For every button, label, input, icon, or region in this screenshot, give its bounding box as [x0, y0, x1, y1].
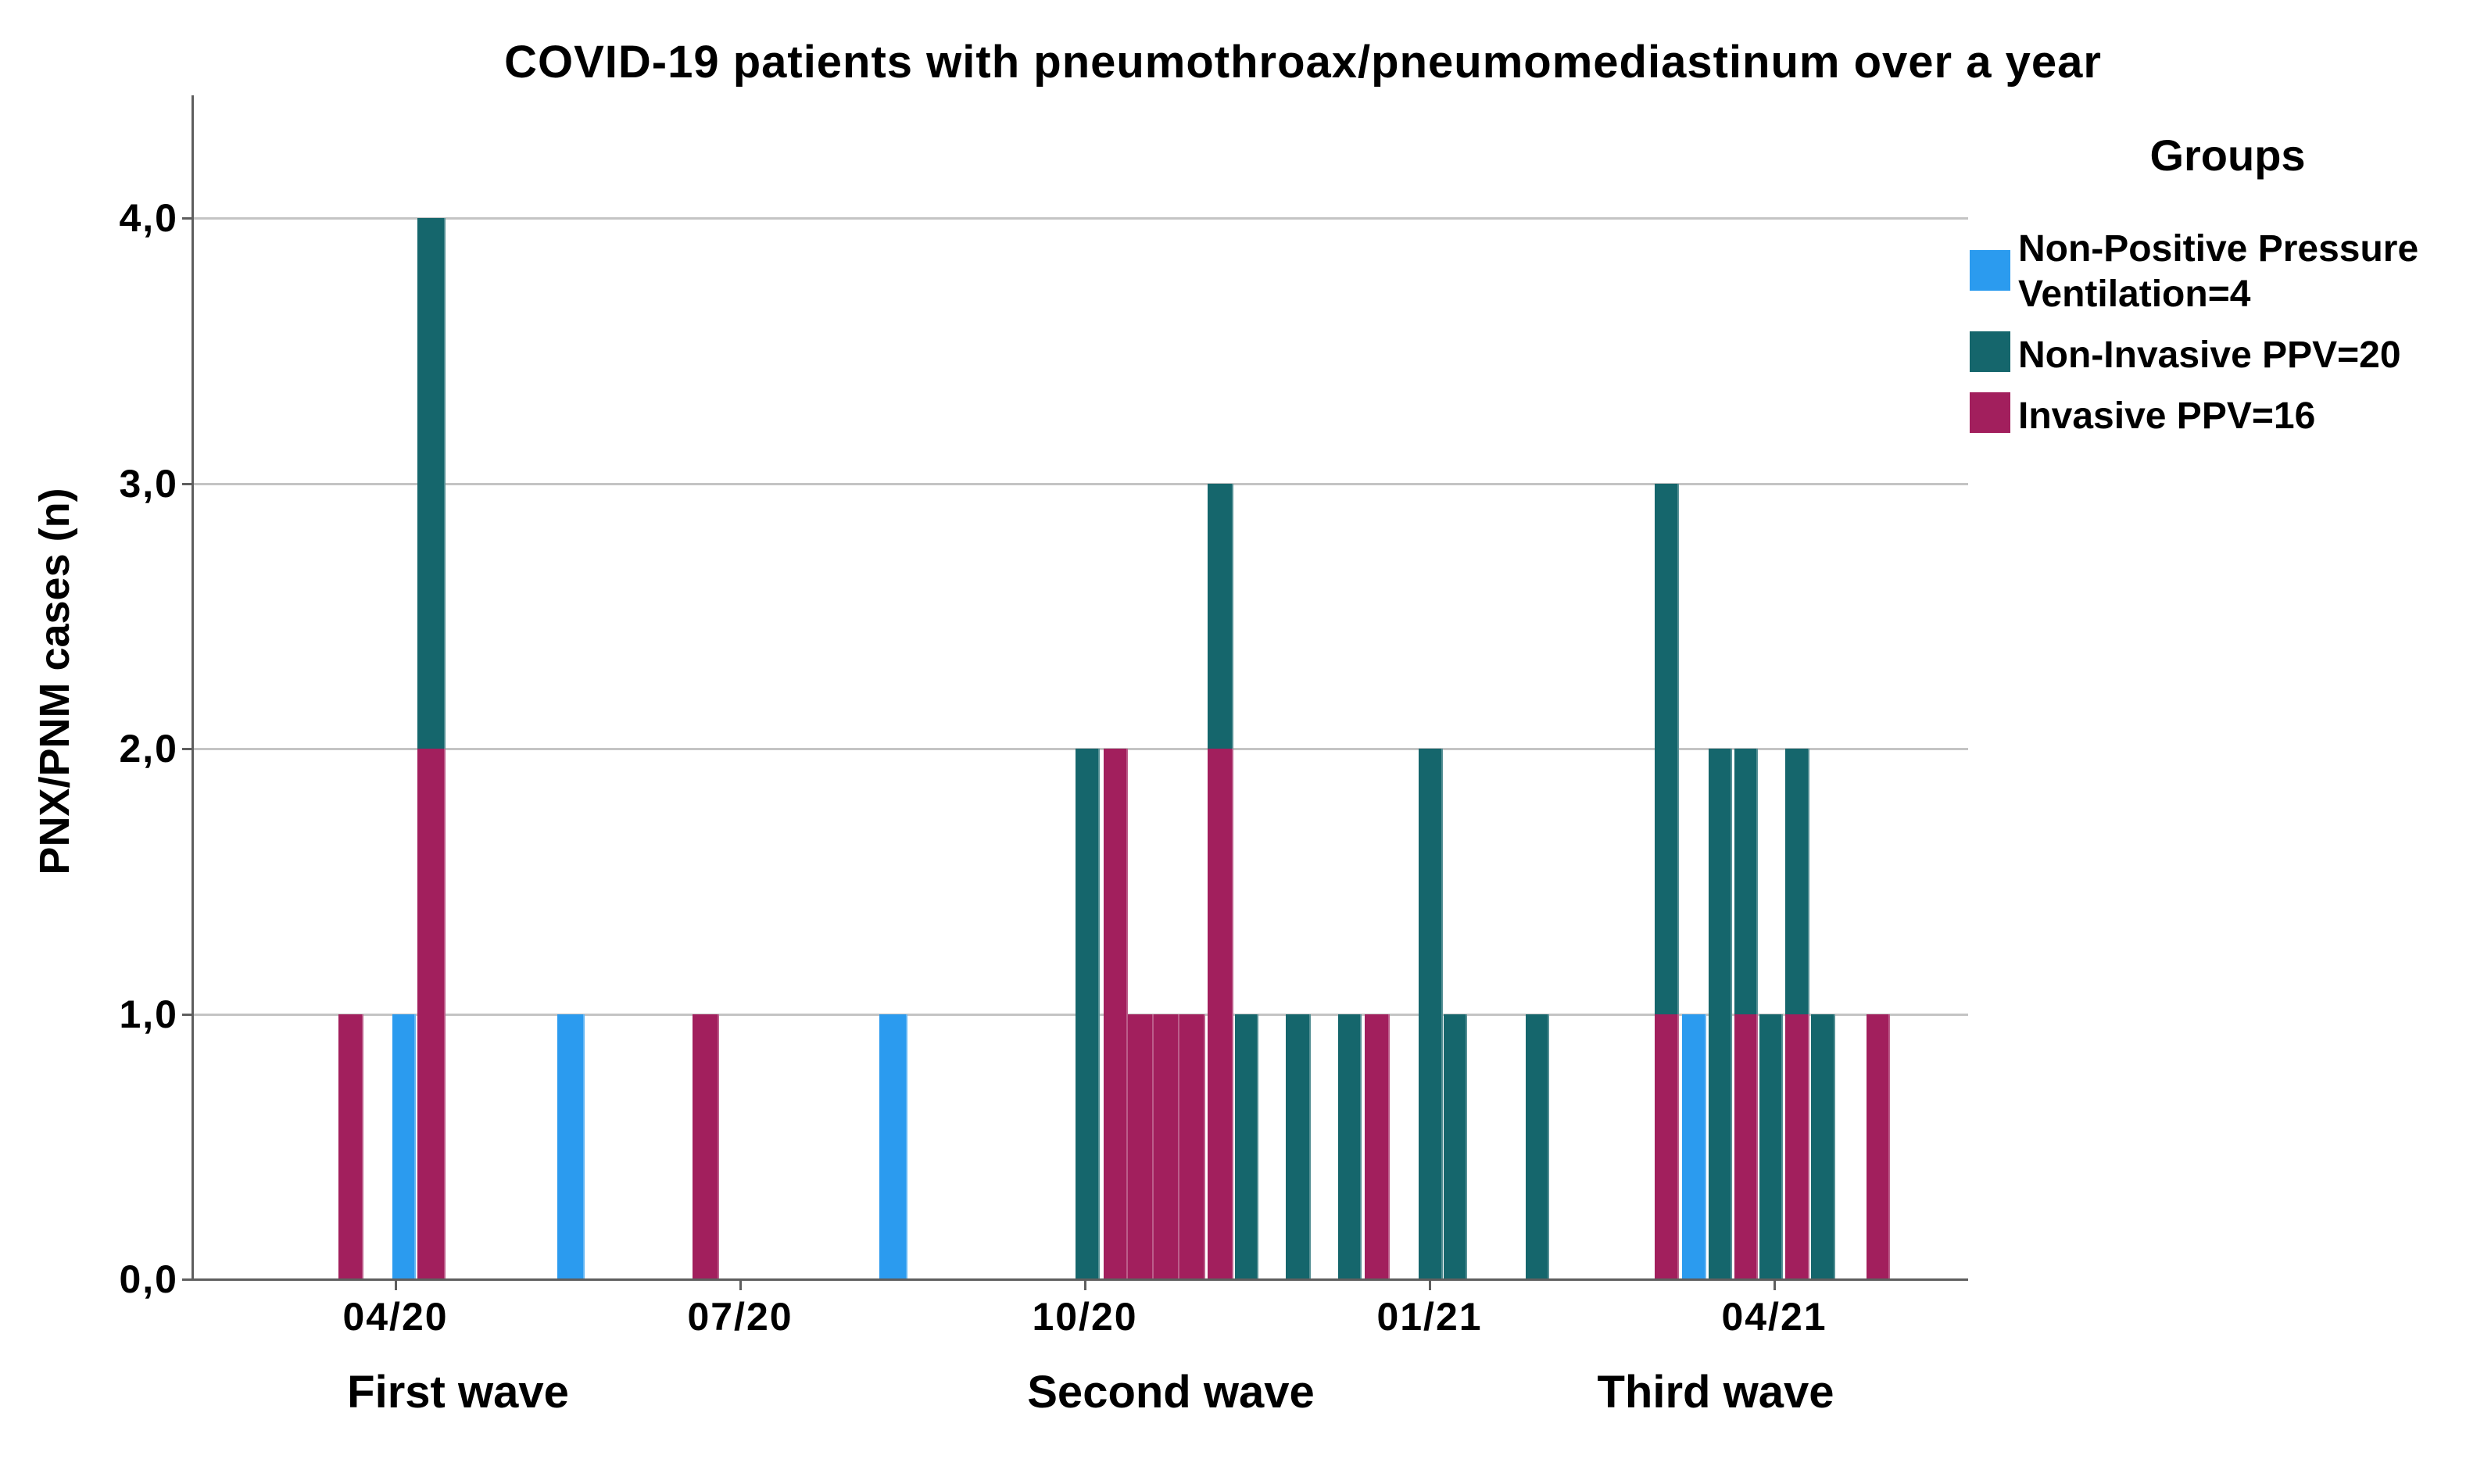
x-tick-label: 01/21: [1376, 1295, 1483, 1339]
x-tick-mark: [1429, 1281, 1431, 1290]
legend-swatch-nippv: [1970, 331, 2010, 372]
bar-segment-nippv: [1286, 1014, 1311, 1279]
bar-segment-ippv: [1208, 749, 1233, 1279]
y-tick-mark: [182, 1013, 193, 1016]
wave-label-1: First wave: [347, 1367, 569, 1418]
y-axis-label: PNX/PNM cases (n): [31, 488, 78, 875]
x-tick-mark: [1774, 1281, 1776, 1290]
bar-segment-nippv: [1076, 749, 1100, 1279]
bar-segment-nippv: [1208, 483, 1233, 749]
gridline-4,0: [193, 217, 1968, 220]
y-tick-label: 3,0: [119, 461, 178, 506]
y-axis-line: [191, 95, 194, 1281]
bar-segment-nippv: [1655, 483, 1679, 1014]
y-tick-label: 1,0: [119, 992, 178, 1036]
y-tick-mark: [182, 748, 193, 750]
legend-swatch-non_ppv: [1970, 250, 2010, 291]
bar-segment-non_ppv: [392, 1014, 416, 1279]
x-tick-mark: [1084, 1281, 1086, 1290]
bar-segment-ippv: [417, 749, 446, 1279]
x-tick-label: 07/20: [687, 1295, 793, 1339]
bar-segment-nippv: [1235, 1014, 1258, 1279]
y-tick-label: 2,0: [119, 727, 178, 771]
bar-segment-nippv: [1419, 749, 1443, 1279]
x-tick-label: 04/21: [1721, 1295, 1827, 1339]
bar-segment-ippv: [1734, 1014, 1758, 1279]
x-tick-mark: [395, 1281, 397, 1290]
bar-segment-ippv: [1104, 749, 1128, 1279]
x-axis-line: [191, 1278, 1968, 1281]
bar-segment-nippv: [1709, 749, 1732, 1279]
bar-segment-non_ppv: [879, 1014, 907, 1279]
bar-segment-nippv: [1338, 1014, 1362, 1279]
legend-label-nippv: Non-Invasive PPV=20: [2018, 334, 2401, 376]
bar-segment-nippv: [1444, 1014, 1467, 1279]
bar-segment-ippv: [1154, 1014, 1179, 1279]
bar-segment-ippv: [1655, 1014, 1679, 1279]
bar-segment-nippv: [1759, 1014, 1783, 1279]
legend-swatch-ippv: [1970, 392, 2010, 433]
y-tick-label: 0,0: [119, 1257, 178, 1301]
wave-label-2: Second wave: [1027, 1367, 1315, 1418]
bar-segment-nippv: [1734, 749, 1758, 1014]
bar-segment-ippv: [693, 1014, 719, 1279]
bar-segment-ippv: [1867, 1014, 1890, 1279]
bar-segment-ippv: [1785, 1014, 1809, 1279]
y-tick-mark: [182, 217, 193, 220]
bar-segment-ippv: [1365, 1014, 1390, 1279]
bar-segment-ippv: [1179, 1014, 1205, 1279]
gridline-3,0: [193, 482, 1968, 485]
legend-label-non_ppv: Ventilation=4: [2018, 274, 2251, 315]
bar-segment-nippv: [417, 218, 446, 749]
legend-title: Groups: [2149, 131, 2306, 180]
y-tick-mark: [182, 1278, 193, 1281]
legend-label-ippv: Invasive PPV=16: [2018, 395, 2316, 437]
y-tick-label: 4,0: [119, 196, 178, 240]
bar-segment-nippv: [1811, 1014, 1835, 1279]
chart-title: COVID-19 patients with pneumothroax/pneu…: [504, 37, 2102, 88]
bar-segment-nippv: [1785, 749, 1809, 1014]
bar-segment-nippv: [1526, 1014, 1549, 1279]
x-tick-label: 10/20: [1032, 1295, 1138, 1339]
x-tick-mark: [739, 1281, 742, 1290]
y-tick-mark: [182, 482, 193, 485]
bar-segment-ippv: [1128, 1014, 1154, 1279]
bar-segment-non_ppv: [1682, 1014, 1706, 1279]
bar-segment-non_ppv: [557, 1014, 585, 1279]
x-tick-label: 04/20: [342, 1295, 449, 1339]
bar-segment-ippv: [338, 1014, 363, 1279]
wave-label-3: Third wave: [1597, 1367, 1834, 1418]
legend-label-non_ppv: Non-Positive Pressure: [2018, 228, 2419, 270]
